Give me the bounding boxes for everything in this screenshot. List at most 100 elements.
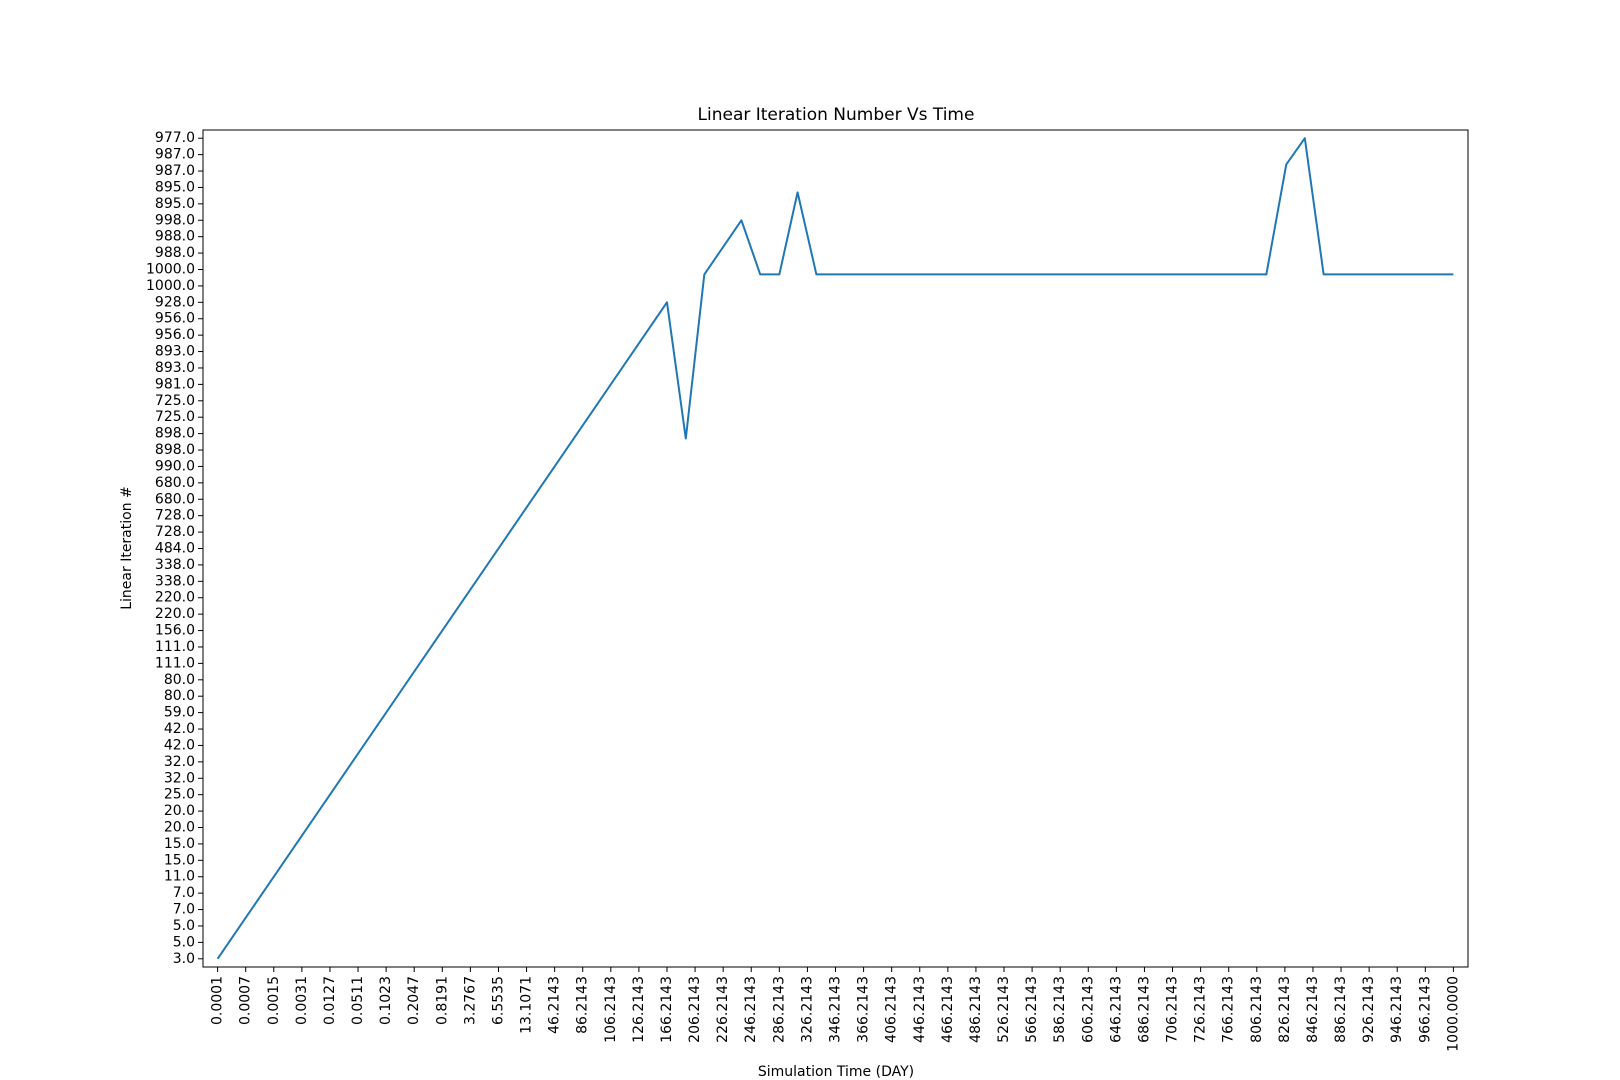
y-tick-label: 338.0 xyxy=(155,557,195,573)
x-tick-label: 486.2143 xyxy=(968,976,984,1043)
x-tick-label: 0.0007 xyxy=(238,976,254,1025)
y-tick-label: 898.0 xyxy=(155,426,195,442)
x-tick-label: 0.0511 xyxy=(350,976,366,1025)
y-tick-label: 156.0 xyxy=(155,623,195,639)
y-axis-label: Linear Iteration # xyxy=(119,486,135,610)
x-tick-label: 446.2143 xyxy=(912,976,928,1043)
x-tick-label: 206.2143 xyxy=(687,976,703,1043)
y-tick-label: 728.0 xyxy=(155,524,195,540)
y-tick-label: 80.0 xyxy=(164,672,195,688)
y-tick-label: 987.0 xyxy=(155,163,195,179)
x-tick-label: 586.2143 xyxy=(1052,976,1068,1043)
x-tick-label: 366.2143 xyxy=(856,976,872,1043)
x-tick-label: 526.2143 xyxy=(996,976,1012,1043)
y-tick-label: 893.0 xyxy=(155,344,195,360)
x-tick-label: 826.2143 xyxy=(1277,976,1293,1043)
y-tick-label: 895.0 xyxy=(155,179,195,195)
x-tick-label: 966.2143 xyxy=(1417,976,1433,1043)
y-tick-label: 987.0 xyxy=(155,147,195,163)
y-tick-label: 3.0 xyxy=(173,951,195,967)
x-tick-label: 766.2143 xyxy=(1221,976,1237,1043)
y-tick-label: 32.0 xyxy=(164,770,195,786)
y-tick-label: 15.0 xyxy=(164,852,195,868)
x-tick-label: 126.2143 xyxy=(631,976,647,1043)
y-tick-label: 1000.0 xyxy=(146,262,195,278)
x-tick-label: 6.5535 xyxy=(490,976,506,1025)
y-tick-label: 981.0 xyxy=(155,376,195,392)
y-tick-label: 680.0 xyxy=(155,475,195,491)
x-tick-label: 246.2143 xyxy=(743,976,759,1043)
x-tick-label: 706.2143 xyxy=(1165,976,1181,1043)
y-tick-label: 484.0 xyxy=(155,541,195,557)
x-tick-label: 326.2143 xyxy=(799,976,815,1043)
x-tick-label: 13.1071 xyxy=(519,976,535,1034)
y-tick-label: 977.0 xyxy=(155,130,195,146)
x-tick-label: 106.2143 xyxy=(603,976,619,1043)
y-tick-label: 898.0 xyxy=(155,442,195,458)
x-tick-label: 3.2767 xyxy=(462,976,478,1025)
x-tick-label: 0.0015 xyxy=(266,976,282,1025)
y-tick-label: 5.0 xyxy=(173,918,195,934)
x-tick-label: 0.2047 xyxy=(406,976,422,1025)
x-tick-label: 346.2143 xyxy=(828,976,844,1043)
x-tick-label: 0.0031 xyxy=(294,976,310,1025)
y-tick-label: 5.0 xyxy=(173,934,195,950)
x-tick-label: 606.2143 xyxy=(1080,976,1096,1043)
y-tick-label: 59.0 xyxy=(164,705,195,721)
y-tick-label: 338.0 xyxy=(155,573,195,589)
y-tick-label: 1000.0 xyxy=(146,278,195,294)
x-tick-label: 566.2143 xyxy=(1024,976,1040,1043)
y-tick-label: 956.0 xyxy=(155,327,195,343)
y-tick-label: 42.0 xyxy=(164,721,195,737)
x-axis-label: Simulation Time (DAY) xyxy=(758,1064,914,1080)
y-tick-label: 988.0 xyxy=(155,245,195,261)
data-line xyxy=(216,137,1454,960)
x-tick-label: 846.2143 xyxy=(1305,976,1321,1043)
y-tick-label: 990.0 xyxy=(155,458,195,474)
y-tick-label: 7.0 xyxy=(173,902,195,918)
x-tick-label: 646.2143 xyxy=(1108,976,1124,1043)
y-tick-label: 988.0 xyxy=(155,229,195,245)
x-tick-label: 726.2143 xyxy=(1193,976,1209,1043)
x-tick-label: 0.1023 xyxy=(378,976,394,1025)
x-tick-label: 0.8191 xyxy=(434,976,450,1025)
y-tick-label: 956.0 xyxy=(155,311,195,327)
y-tick-label: 20.0 xyxy=(164,820,195,836)
y-tick-label: 42.0 xyxy=(164,737,195,753)
y-tick-label: 15.0 xyxy=(164,836,195,852)
y-tick-label: 25.0 xyxy=(164,787,195,803)
y-tick-label: 32.0 xyxy=(164,754,195,770)
y-tick-label: 680.0 xyxy=(155,491,195,507)
x-tick-label: 686.2143 xyxy=(1136,976,1152,1043)
x-tick-label: 286.2143 xyxy=(771,976,787,1043)
y-tick-label: 220.0 xyxy=(155,590,195,606)
y-tick-label: 728.0 xyxy=(155,508,195,524)
x-tick-label: 46.2143 xyxy=(547,976,563,1034)
y-tick-label: 80.0 xyxy=(164,688,195,704)
y-tick-label: 111.0 xyxy=(155,639,195,655)
x-tick-label: 1000.0000 xyxy=(1445,976,1461,1052)
x-tick-label: 0.0001 xyxy=(210,976,226,1025)
y-tick-label: 7.0 xyxy=(173,885,195,901)
y-tick-label: 998.0 xyxy=(155,212,195,228)
x-tick-label: 926.2143 xyxy=(1361,976,1377,1043)
y-tick-label: 111.0 xyxy=(155,655,195,671)
x-tick-label: 466.2143 xyxy=(940,976,956,1043)
x-tick-label: 226.2143 xyxy=(715,976,731,1043)
y-tick-label: 895.0 xyxy=(155,196,195,212)
y-tick-label: 725.0 xyxy=(155,409,195,425)
y-tick-label: 725.0 xyxy=(155,393,195,409)
x-tick-label: 406.2143 xyxy=(884,976,900,1043)
x-tick-label: 166.2143 xyxy=(659,976,675,1043)
y-tick-label: 220.0 xyxy=(155,606,195,622)
y-tick-label: 11.0 xyxy=(164,869,195,885)
y-tick-label: 928.0 xyxy=(155,294,195,310)
x-tick-label: 886.2143 xyxy=(1333,976,1349,1043)
plot-frame xyxy=(202,129,1469,968)
y-tick-label: 20.0 xyxy=(164,803,195,819)
chart-title: Linear Iteration Number Vs Time xyxy=(698,105,975,125)
x-tick-label: 86.2143 xyxy=(575,976,591,1034)
x-tick-label: 946.2143 xyxy=(1389,976,1405,1043)
